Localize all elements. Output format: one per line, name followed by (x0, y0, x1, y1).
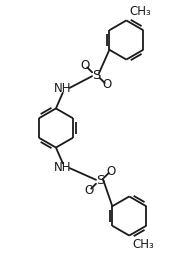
Text: NH: NH (54, 161, 72, 174)
Text: O: O (102, 79, 111, 91)
Text: NH: NH (54, 82, 72, 95)
Text: CH₃: CH₃ (132, 239, 154, 251)
Text: S: S (92, 69, 100, 82)
Text: S: S (96, 174, 104, 187)
Text: O: O (106, 165, 115, 177)
Text: O: O (85, 184, 94, 197)
Text: O: O (81, 59, 90, 72)
Text: CH₃: CH₃ (129, 5, 151, 17)
